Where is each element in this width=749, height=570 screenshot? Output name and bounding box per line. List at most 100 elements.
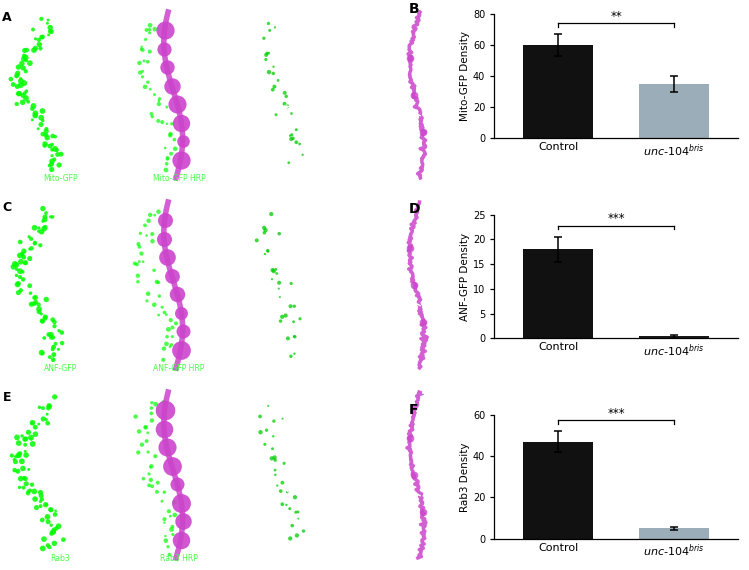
Point [49, 339, 61, 348]
Point [26, 104, 38, 113]
Point [51, 145, 63, 154]
Point [18, 253, 30, 262]
Point [15, 286, 27, 295]
Point [20, 93, 32, 103]
Point [22, 428, 34, 437]
Point [139, 221, 151, 230]
Point [297, 150, 309, 160]
Point [10, 271, 22, 280]
Point [139, 423, 151, 432]
Point [153, 311, 165, 320]
Point [160, 144, 172, 153]
Point [35, 14, 47, 23]
Point [269, 455, 281, 465]
Point [52, 522, 64, 531]
Point [290, 508, 302, 517]
Point [15, 474, 27, 483]
Point [19, 447, 31, 456]
Point [291, 531, 303, 540]
Point [39, 141, 51, 150]
Point [144, 21, 156, 30]
Point [18, 247, 30, 256]
Point [262, 401, 274, 410]
Text: D: D [409, 202, 421, 216]
Point [33, 223, 45, 233]
Point [258, 34, 270, 43]
Point [25, 435, 37, 444]
Point [145, 109, 157, 119]
Point [149, 210, 161, 219]
Point [25, 300, 37, 309]
Point [271, 481, 283, 490]
Point [49, 321, 61, 331]
Text: Mito-GFP: Mito-GFP [43, 174, 77, 184]
Point [13, 89, 25, 98]
Point [266, 275, 278, 284]
Point [55, 149, 67, 158]
Point [37, 107, 49, 116]
Text: E: E [2, 392, 11, 404]
Point [15, 80, 27, 89]
Point [40, 127, 52, 136]
Point [27, 439, 39, 449]
Text: ***: *** [607, 407, 625, 420]
Point [134, 229, 146, 238]
Point [165, 149, 177, 158]
Point [292, 507, 304, 516]
Point [34, 241, 46, 250]
Point [267, 85, 279, 94]
Y-axis label: ANF-GFP Density: ANF-GFP Density [460, 233, 470, 320]
Point [151, 487, 163, 496]
Point [143, 216, 155, 225]
Point [29, 111, 41, 120]
Point [29, 495, 41, 504]
Point [169, 144, 181, 153]
Point [10, 99, 22, 108]
Point [41, 410, 53, 419]
Point [41, 512, 53, 522]
Point [153, 207, 165, 216]
Point [39, 314, 51, 323]
Point [16, 457, 28, 466]
Point [40, 295, 52, 304]
Point [37, 129, 49, 139]
Point [13, 449, 25, 458]
Point [141, 296, 153, 306]
Text: ***: *** [607, 212, 625, 225]
Point [166, 332, 178, 341]
Point [25, 433, 37, 442]
Point [133, 448, 145, 457]
Point [161, 159, 173, 168]
Point [28, 223, 40, 233]
Point [161, 443, 173, 452]
Point [45, 520, 57, 530]
Point [133, 427, 145, 436]
Point [13, 483, 25, 492]
Point [49, 317, 61, 327]
Point [161, 119, 173, 128]
Point [270, 269, 282, 278]
Point [20, 56, 32, 65]
Point [274, 292, 286, 302]
Point [156, 303, 168, 312]
Point [177, 516, 189, 526]
Point [139, 82, 151, 91]
Point [144, 210, 156, 219]
Y-axis label: Rab3 Density: Rab3 Density [460, 442, 470, 511]
Point [33, 300, 45, 309]
Point [11, 280, 23, 289]
Point [48, 527, 60, 536]
Point [294, 314, 306, 323]
Point [166, 81, 178, 90]
Point [4, 75, 16, 84]
Point [144, 28, 156, 38]
Point [15, 76, 27, 86]
Point [162, 153, 174, 162]
Point [254, 412, 266, 421]
Point [33, 40, 45, 49]
Point [7, 262, 19, 271]
Point [268, 417, 280, 426]
Point [262, 247, 274, 256]
Point [285, 279, 297, 288]
Point [288, 332, 300, 341]
